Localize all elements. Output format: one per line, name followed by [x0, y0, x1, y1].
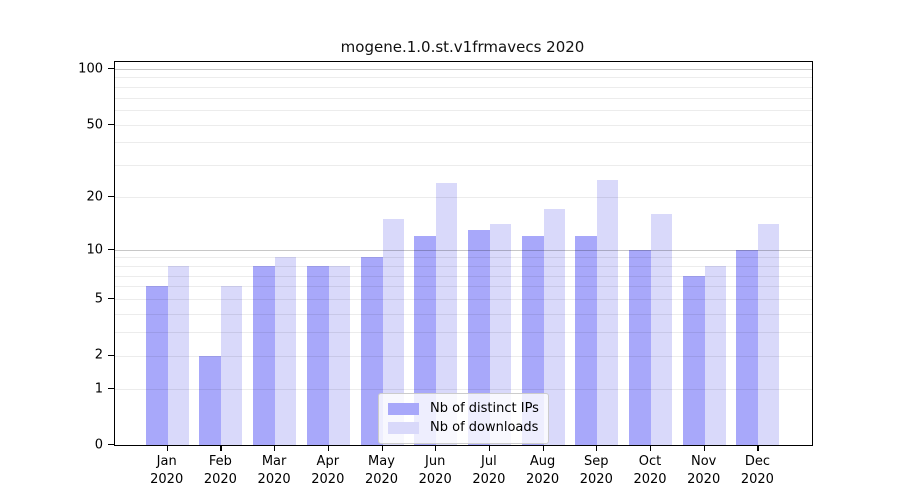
y-tick-label-10: 10	[86, 242, 103, 258]
gridline-3	[115, 332, 812, 333]
gridline-6	[115, 286, 812, 288]
bar-ips-jun	[414, 236, 437, 445]
y-tick-mark-10	[108, 248, 114, 250]
bar-ips-dec	[736, 249, 759, 445]
x-tick-label-apr: Apr 2020	[311, 454, 345, 487]
y-tick-mark-50	[108, 123, 114, 125]
x-tick-label-may: May 2020	[364, 454, 399, 487]
bar-downloads-may	[382, 219, 404, 445]
y-tick-label-1: 1	[94, 381, 103, 396]
y-tick-mark-20	[108, 195, 114, 198]
x-tick-label-jun: Jun 2020	[418, 454, 452, 487]
bar-downloads-sep	[597, 179, 619, 445]
x-tick-label-aug: Aug 2020	[526, 454, 560, 487]
legend: Nb of distinct IPs Nb of downloads	[378, 393, 549, 444]
bar-ips-mar	[253, 265, 276, 445]
legend-label-distinct-ips: Nb of distinct IPs	[430, 401, 539, 416]
x-tick-mark-sep	[596, 445, 598, 451]
x-tick-mark-oct	[650, 445, 652, 451]
bar-ips-nov	[682, 275, 705, 445]
bar-downloads-dec	[758, 224, 780, 445]
bar-ips-jan	[145, 286, 168, 445]
x-tick-label-nov: Nov 2020	[687, 454, 721, 487]
bar-downloads-jul	[489, 224, 511, 445]
x-tick-label-jul: Jul 2020	[472, 454, 506, 487]
x-tick-label-sep: Sep 2020	[579, 454, 613, 487]
bar-downloads-apr	[328, 265, 350, 445]
x-tick-mark-apr	[327, 445, 329, 451]
legend-row-downloads: Nb of downloads	[388, 418, 539, 437]
gridline-70	[115, 97, 812, 99]
gridline-2	[115, 355, 812, 357]
bar-downloads-nov	[704, 265, 726, 445]
x-tick-mark-dec	[757, 445, 759, 451]
gridline-7	[115, 275, 812, 277]
y-tick-label-50: 50	[86, 117, 103, 133]
x-tick-mark-aug	[542, 445, 544, 451]
legend-row-distinct-ips: Nb of distinct IPs	[388, 399, 539, 418]
y-tick-label-0: 0	[94, 437, 103, 453]
bar-ips-may	[360, 257, 383, 445]
gridline-40	[115, 142, 812, 144]
bar-downloads-aug	[543, 209, 565, 445]
gridline-100	[115, 68, 812, 70]
bar-downloads-oct	[651, 214, 672, 445]
bar-downloads-jan	[167, 265, 189, 445]
y-tick-label-2: 2	[94, 347, 103, 363]
gridline-1	[115, 388, 812, 390]
bar-downloads-feb	[221, 286, 243, 445]
gridline-90	[115, 77, 812, 79]
bar-ips-oct	[629, 249, 651, 445]
x-tick-label-jan: Jan 2020	[150, 454, 184, 487]
y-tick-mark-100	[108, 67, 114, 70]
bar-ips-sep	[575, 236, 598, 445]
x-tick-mark-jan	[166, 445, 168, 451]
y-tick-label-100: 100	[78, 61, 103, 77]
x-tick-label-dec: Dec 2020	[740, 454, 774, 487]
gridline-60	[115, 110, 812, 111]
plot-area: Nb of distinct IPs Nb of downloads	[114, 61, 813, 446]
bar-downloads-jun	[436, 182, 458, 445]
y-tick-label-20: 20	[86, 189, 103, 205]
gridline-8	[115, 265, 812, 267]
bar-ips-aug	[521, 236, 544, 445]
bar-downloads-mar	[275, 257, 297, 445]
y-tick-mark-1	[108, 387, 114, 389]
gridline-9	[115, 257, 812, 259]
gridline-50	[115, 124, 812, 126]
y-tick-mark-5	[108, 298, 114, 300]
x-tick-mark-nov	[703, 445, 705, 451]
bar-ips-apr	[306, 265, 329, 445]
x-tick-label-mar: Mar 2020	[257, 454, 291, 487]
x-tick-label-oct: Oct 2020	[633, 454, 667, 487]
x-tick-mark-feb	[220, 445, 222, 451]
x-tick-mark-mar	[274, 445, 276, 451]
gridline-10	[115, 249, 812, 251]
y-tick-mark-0	[108, 444, 114, 446]
y-tick-mark-2	[108, 354, 114, 356]
gridline-30	[115, 165, 812, 167]
legend-swatch-downloads	[388, 421, 419, 434]
bar-ips-jul	[467, 229, 490, 445]
x-tick-mark-jul	[488, 445, 491, 451]
legend-label-downloads: Nb of downloads	[430, 420, 539, 435]
y-tick-label-5: 5	[94, 291, 103, 307]
gridline-80	[115, 86, 812, 88]
x-tick-mark-jun	[435, 445, 437, 451]
chart-title: mogene.1.0.st.v1frmavecs 2020	[340, 38, 585, 56]
gridline-4	[115, 313, 812, 315]
gridline-5	[115, 299, 812, 300]
x-tick-mark-may	[381, 445, 383, 451]
gridline-20	[115, 196, 812, 198]
legend-swatch-distinct-ips	[388, 402, 419, 415]
bar-ips-feb	[199, 355, 222, 445]
x-tick-label-feb: Feb 2020	[203, 454, 237, 487]
